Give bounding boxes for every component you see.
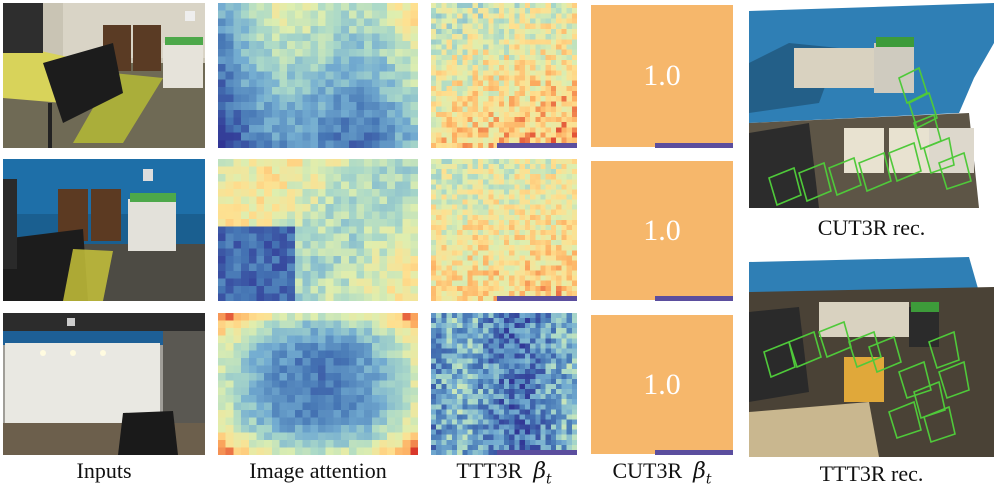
ttt3r-beta-bar-3 <box>497 450 577 455</box>
cut3r-beta-panel-2: 1.0 <box>591 161 733 300</box>
cut3r-beta-bar-2 <box>655 296 733 301</box>
input-image-2 <box>3 159 205 301</box>
image-attention-label: Image attention <box>249 458 387 483</box>
cut3r-beta-label: CUT3R βt <box>585 458 739 487</box>
ttt3r-reconstruction <box>749 252 994 457</box>
beta-subscript: t <box>705 471 712 488</box>
input-image-1 <box>3 3 205 148</box>
ttt3r-beta-label: TTT3R βt <box>425 458 583 487</box>
attention-map-3 <box>218 313 418 455</box>
cut3r-label-text: CUT3R <box>612 458 683 483</box>
cut3r-reconstruction <box>749 3 994 208</box>
cut3r-beta-bar-1 <box>655 143 733 148</box>
ttt3r-label-text: TTT3R <box>456 458 523 483</box>
beta-symbol: βt <box>533 459 552 488</box>
inputs-label: Inputs <box>76 458 132 483</box>
beta-letter: β <box>533 459 547 484</box>
beta-symbol: βt <box>693 459 712 488</box>
cut3r-beta-value-3: 1.0 <box>643 367 681 401</box>
beta-letter: β <box>693 459 706 484</box>
ttt3r-point-cloud <box>749 252 994 457</box>
office-scene-1 <box>3 3 205 148</box>
cut3r-beta-panel-1: 1.0 <box>591 5 733 147</box>
ttt3r-beta-map-2 <box>431 159 577 301</box>
beta-subscript: t <box>546 471 552 488</box>
input-image-3 <box>3 313 205 455</box>
ttt3r-rec-label: TTT3R rec. <box>819 461 924 486</box>
cut3r-beta-panel-3: 1.0 <box>591 315 733 454</box>
cut3r-rec-label: CUT3R rec. <box>817 215 926 240</box>
attention-map-2 <box>218 159 418 301</box>
ttt3r-beta-bar-2 <box>497 296 577 301</box>
ttt3r-beta-map-1 <box>431 3 577 148</box>
cut3r-beta-bar-3 <box>655 450 733 455</box>
cut3r-beta-value-2: 1.0 <box>643 213 681 247</box>
office-scene-3 <box>3 313 205 455</box>
cut3r-beta-value-1: 1.0 <box>643 59 681 92</box>
attention-map-1 <box>218 3 418 148</box>
office-scene-2 <box>3 159 205 301</box>
ttt3r-beta-map-3 <box>431 313 577 455</box>
cut3r-point-cloud <box>749 3 994 208</box>
ttt3r-beta-bar-1 <box>497 143 577 148</box>
